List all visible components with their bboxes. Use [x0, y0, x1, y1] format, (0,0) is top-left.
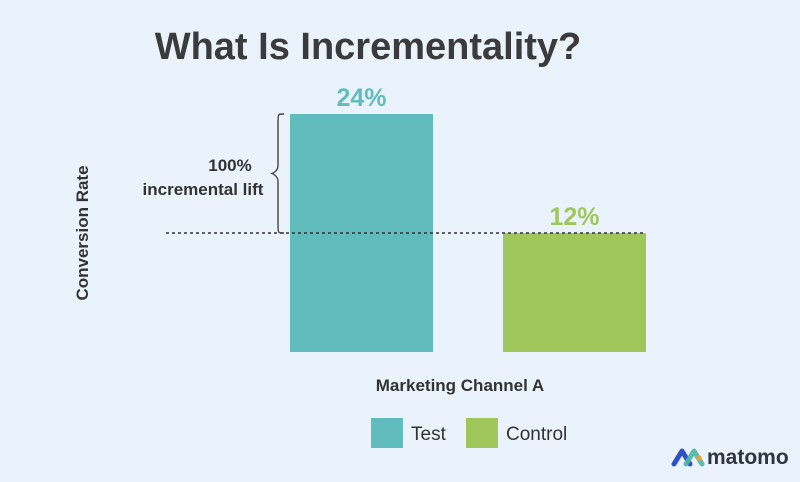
- data-label-control: 12%: [549, 203, 599, 231]
- legend-swatch-test: [371, 418, 403, 448]
- legend-label-control: Control: [506, 424, 567, 445]
- lift-brace: [269, 113, 285, 234]
- data-label-test: 24%: [336, 84, 386, 112]
- bar-control: [503, 233, 646, 352]
- chart-title: What Is Incrementality?: [155, 26, 582, 68]
- annotation-line-1: 100%: [208, 156, 251, 175]
- matomo-logo: matomo: [671, 446, 789, 469]
- legend: Test Control: [371, 418, 567, 448]
- bar-test: [290, 114, 433, 352]
- brand-name: matomo: [707, 446, 789, 469]
- y-axis-label: Conversion Rate: [73, 165, 92, 300]
- x-axis-label: Marketing Channel A: [376, 376, 544, 395]
- annotation-line-2: incremental lift: [143, 180, 264, 199]
- legend-label-test: Test: [411, 424, 447, 445]
- bars-group: 24% 12%: [290, 84, 646, 352]
- legend-swatch-control: [466, 418, 498, 448]
- matomo-logo-icon: [671, 448, 705, 467]
